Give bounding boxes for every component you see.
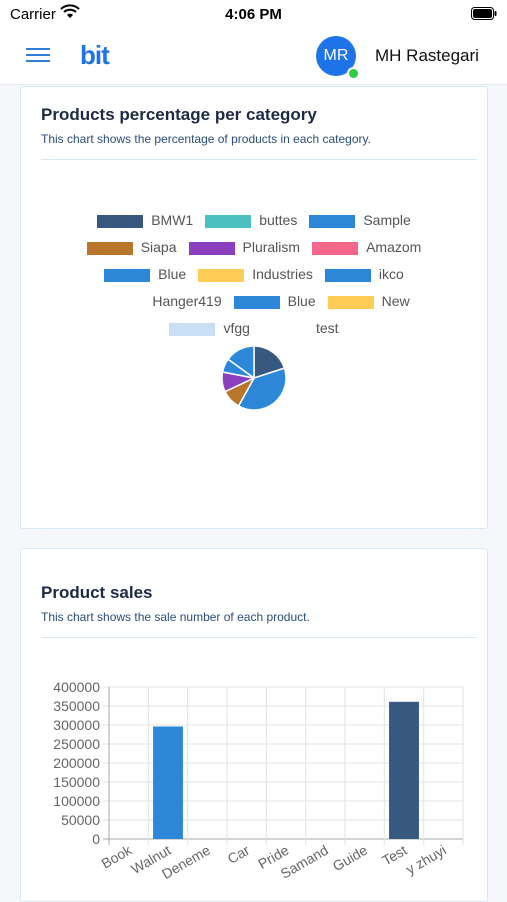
legend-item[interactable]: Amazom [312, 239, 421, 255]
legend-label: Blue [288, 293, 316, 309]
legend-label: Pluralism [243, 239, 301, 255]
legend-item[interactable]: Hanger419 [98, 293, 221, 309]
y-tick-label: 250000 [53, 736, 100, 752]
card-title: Products percentage per category [41, 105, 317, 125]
legend-label: Amazom [366, 239, 421, 255]
legend-item[interactable]: ikco [325, 266, 404, 282]
legend-swatch [87, 242, 133, 255]
app-logo[interactable]: bit [80, 40, 109, 71]
legend-label: ikco [379, 266, 404, 282]
legend-item[interactable]: Blue [104, 266, 186, 282]
y-tick-label: 400000 [53, 679, 100, 695]
legend-item[interactable]: Blue [234, 293, 316, 309]
legend-row: vfgg test [41, 319, 467, 346]
legend-row: Siapa Pluralism Amazom [41, 238, 467, 265]
legend-item[interactable]: BMW1 [97, 212, 193, 228]
bar[interactable] [153, 727, 183, 839]
bar-chart: 400000 350000 300000 250000 200000 150000 1000… [21, 549, 487, 901]
legend-swatch [198, 269, 244, 282]
battery-icon [471, 7, 497, 24]
hamburger-menu-icon[interactable] [26, 44, 50, 66]
online-status-dot [347, 67, 360, 80]
y-tick-label: 350000 [53, 698, 100, 714]
legend-label: Blue [158, 266, 186, 282]
legend-swatch [328, 296, 374, 309]
card-subtitle: This chart shows the percentage of produ… [41, 132, 371, 146]
legend-label: buttes [259, 212, 297, 228]
status-bar: Carrier 4:06 PM [0, 0, 507, 30]
legend-label: Sample [363, 212, 410, 228]
legend-item[interactable]: Siapa [87, 239, 177, 255]
y-tick-label: 300000 [53, 717, 100, 733]
legend-swatch [104, 269, 150, 282]
legend-label: New [382, 293, 410, 309]
legend-label: vfgg [223, 320, 249, 336]
legend-swatch [169, 323, 215, 336]
card-divider [41, 159, 477, 160]
pie-legend: BMW1 buttes Sample Siapa Pluralism Amazom Blue… [41, 211, 467, 346]
pie-chart [219, 343, 289, 413]
app-header: bit MR MH Rastegari [0, 30, 507, 85]
legend-swatch [98, 296, 144, 309]
legend-item[interactable]: Sample [309, 212, 410, 228]
legend-label: Hanger419 [152, 293, 221, 309]
y-tick-label: 0 [92, 831, 100, 847]
legend-label: BMW1 [151, 212, 193, 228]
y-tick-label: 50000 [61, 812, 100, 828]
x-tick-label: Car [225, 842, 253, 867]
legend-swatch [312, 242, 358, 255]
legend-swatch [189, 242, 235, 255]
legend-swatch [234, 296, 280, 309]
legend-swatch [205, 215, 251, 228]
legend-row: Blue Industries ikco [41, 265, 467, 292]
legend-label: test [316, 320, 339, 336]
user-name[interactable]: MH Rastegari [375, 46, 479, 66]
products-percentage-card: Products percentage per category This ch… [20, 86, 488, 529]
clock: 4:06 PM [0, 6, 507, 23]
legend-item[interactable]: vfgg [169, 320, 249, 336]
legend-label: Siapa [141, 239, 177, 255]
legend-item[interactable]: New [328, 293, 410, 309]
y-tick-label: 100000 [53, 793, 100, 809]
y-tick-label: 200000 [53, 755, 100, 771]
x-tick-label: y zhuyi [403, 842, 449, 878]
legend-row: Hanger419 Blue New [41, 292, 467, 319]
legend-swatch [262, 323, 308, 336]
legend-item[interactable]: test [262, 320, 339, 336]
legend-swatch [97, 215, 143, 228]
legend-swatch [309, 215, 355, 228]
legend-item[interactable]: Industries [198, 266, 313, 282]
legend-item[interactable]: Pluralism [189, 239, 301, 255]
legend-row: BMW1 buttes Sample [41, 211, 467, 238]
legend-item[interactable]: buttes [205, 212, 297, 228]
legend-label: Industries [252, 266, 313, 282]
x-tick-label: Guide [330, 842, 371, 875]
y-tick-label: 150000 [53, 774, 100, 790]
product-sales-card: Product sales This chart shows the sale … [20, 548, 488, 902]
bar[interactable] [389, 702, 419, 839]
legend-swatch [325, 269, 371, 282]
